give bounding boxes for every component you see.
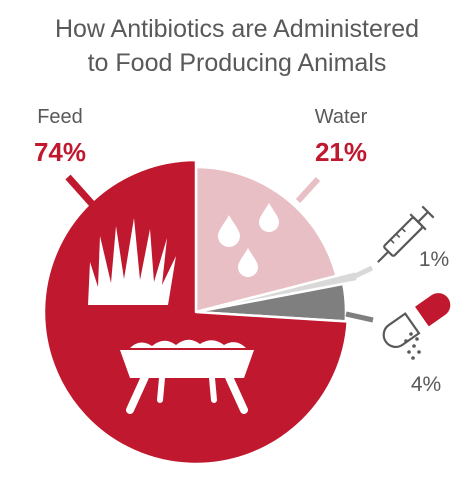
syringe-tick-1 (389, 239, 395, 244)
syringe-plunger (417, 211, 429, 223)
powder-dot (411, 356, 415, 360)
powder-dot (409, 332, 413, 336)
chart-title: How Antibiotics are Administered to Food… (0, 12, 474, 80)
injection-leader-line (347, 265, 374, 282)
powder-dot (417, 350, 421, 354)
capsule-powder (404, 332, 421, 360)
chart-title-line-1: How Antibiotics are Administered (54, 15, 420, 43)
syringe-barrel (383, 216, 424, 257)
slice-labels: Feed 74% Water 21% 1% 4% (34, 106, 449, 396)
capsule-half-open (382, 312, 421, 348)
chart-title-line-2: to Food Producing Animals (87, 49, 387, 77)
powder-dot (412, 344, 416, 348)
capsule-half-filled (415, 293, 451, 327)
oral-percent-label: 4% (411, 373, 441, 396)
trough-body (120, 350, 254, 378)
water-drop-3 (238, 248, 258, 277)
oral-leader-line (345, 311, 374, 323)
feed-pile (130, 339, 246, 348)
powder-dot (404, 339, 408, 343)
feed-leader-line (65, 174, 96, 208)
pill-capsule-icon (382, 293, 451, 348)
grass-blades (88, 218, 176, 305)
water-drop-2 (259, 203, 279, 232)
feed-name-label: Feed (37, 106, 83, 128)
injection-percent-label: 1% (419, 248, 449, 271)
slice-feed (42, 158, 349, 466)
syringe-icon (377, 205, 435, 263)
syringe-needle (377, 250, 390, 263)
grass-icon (88, 218, 176, 305)
feed-percent-label: 74% (34, 137, 86, 167)
syringe-tick-2 (395, 233, 401, 239)
syringe-plunger-cap (421, 205, 435, 219)
water-drops-icon (218, 203, 279, 277)
pie-slices (42, 158, 360, 466)
syringe-tick-3 (401, 227, 406, 233)
water-name-label: Water (315, 106, 368, 128)
slice-icons (88, 203, 451, 414)
slice-water (194, 165, 338, 314)
water-percent-label: 21% (315, 137, 367, 167)
water-drop-1 (218, 215, 240, 247)
powder-dot (407, 350, 411, 354)
powder-dot (415, 337, 419, 341)
feeder-trough-icon (120, 339, 254, 414)
trough-leg-right (225, 373, 248, 414)
trough-leg-back-left (157, 375, 165, 403)
trough-leg-left (126, 373, 149, 414)
water-leader-line (295, 176, 321, 204)
trough-leg-back-right (209, 375, 217, 403)
